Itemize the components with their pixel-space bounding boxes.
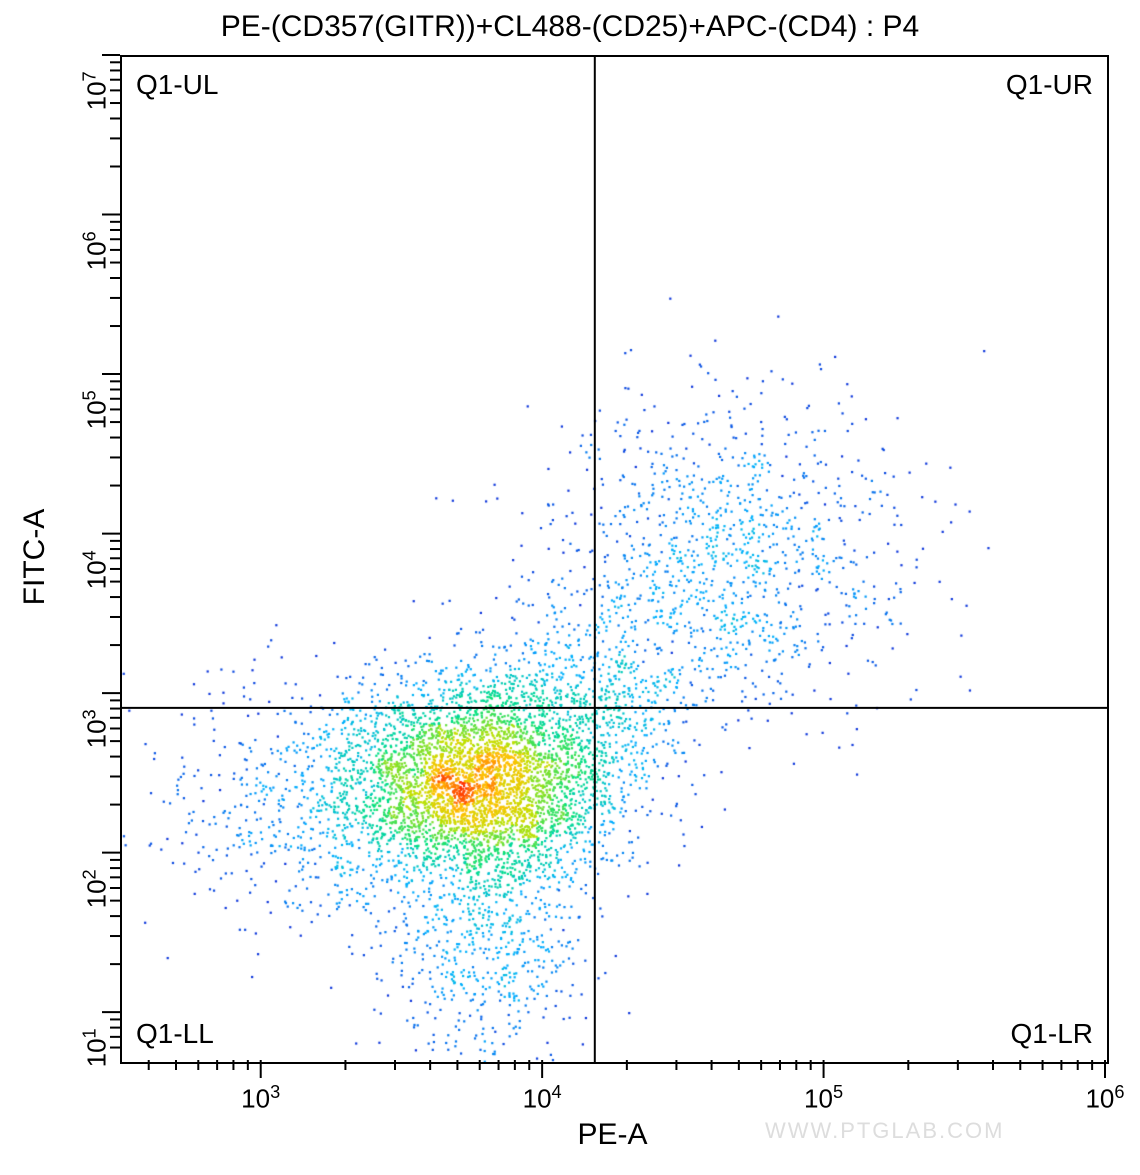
- y-tick-label: 101: [80, 1028, 113, 1067]
- x-tick-label: 106: [1075, 1082, 1135, 1115]
- chart-container: PE-(CD357(GITR))+CL488-(CD25)+APC-(CD4) …: [0, 0, 1140, 1175]
- y-tick-label: 106: [80, 231, 113, 270]
- x-tick-label: 105: [794, 1082, 854, 1115]
- y-tick-label: 103: [80, 709, 113, 748]
- y-tick-label: 104: [80, 550, 113, 589]
- y-tick-label: 107: [80, 71, 113, 110]
- x-tick-label: 104: [512, 1082, 572, 1115]
- y-tick-label: 105: [80, 390, 113, 429]
- y-tick-label: 102: [80, 869, 113, 908]
- axis-ticks-svg: [0, 0, 1140, 1175]
- x-tick-label: 103: [231, 1082, 291, 1115]
